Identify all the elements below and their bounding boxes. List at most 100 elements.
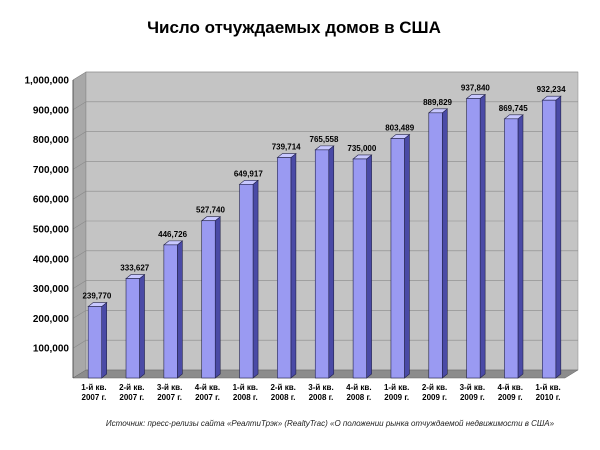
data-label: 446,726 [158, 230, 187, 239]
bar [163, 240, 184, 379]
y-tick-label: 400,000 [33, 254, 70, 265]
bar [276, 152, 297, 379]
x-tick-year: 2007 г. [195, 393, 220, 402]
gridlines [72, 71, 578, 378]
bar-front [504, 118, 519, 379]
bar [352, 154, 373, 379]
data-label: 735,000 [347, 144, 376, 153]
bar-front [163, 244, 178, 379]
x-tick-quarter: 1-й кв. [384, 383, 409, 392]
x-tick-quarter: 2-й кв. [119, 383, 144, 392]
x-tick-label: 1-й кв. 2010 г. [535, 383, 560, 402]
x-tick-label: 3-й кв. 2008 г. [308, 383, 333, 402]
x-tick-quarter: 3-й кв. [157, 383, 182, 392]
data-label: 932,234 [537, 85, 566, 94]
y-tick-label: 500,000 [33, 225, 70, 236]
data-label: 739,714 [272, 143, 301, 152]
y-tick-label: 700,000 [33, 165, 70, 176]
bar-front [352, 158, 367, 379]
x-tick-quarter: 3-й кв. [460, 383, 485, 392]
bar [125, 273, 146, 379]
y-tick-label: 1,000,000 [25, 76, 70, 87]
bar-side [366, 154, 372, 379]
x-tick-quarter: 1-й кв. [233, 383, 258, 392]
x-tick-label: 4-й кв. 2009 г. [498, 383, 523, 402]
x-tick-quarter: 4-й кв. [498, 383, 523, 392]
data-label: 649,917 [234, 169, 263, 178]
x-tick-label: 1-й кв. 2008 г. [233, 383, 258, 402]
data-label: 527,740 [196, 206, 225, 215]
x-tick-label: 2-й кв. 2009 г. [422, 383, 447, 402]
x-tick-label: 2-й кв. 2007 г. [119, 383, 144, 402]
x-tick-year: 2008 г. [309, 393, 334, 402]
bar-side [479, 93, 486, 379]
x-tick-quarter: 2-й кв. [422, 383, 447, 392]
x-tick-year: 2007 г. [119, 393, 144, 402]
data-label: 937,840 [461, 84, 490, 93]
bar-front [314, 149, 330, 379]
x-tick-year: 2007 г. [157, 393, 182, 402]
x-tick-year: 2009 г. [384, 393, 409, 402]
y-axis-ticks: 1,000,000 900,000 800,000 700,000 600,000 500… [25, 76, 70, 355]
gridline [72, 71, 578, 81]
x-tick-quarter: 1-й кв. [81, 383, 106, 392]
y-tick-label: 900,000 [33, 105, 70, 116]
x-tick-year: 2009 г. [460, 393, 485, 402]
x-tick-year: 2008 г. [233, 393, 258, 402]
bar-side [328, 145, 335, 379]
bar-side [517, 114, 524, 379]
chart-title: Число отчуждаемых домов в США [147, 18, 441, 37]
data-label: 333,627 [120, 264, 149, 273]
data-label: 765,558 [310, 135, 339, 144]
x-tick-label: 2-й кв. 2008 г. [270, 383, 295, 402]
y-tick-label: 100,000 [33, 344, 70, 355]
gridline [72, 280, 578, 289]
gridline [72, 220, 578, 230]
x-tick-label: 1-й кв. 2009 г. [384, 383, 409, 402]
data-labels: 239,770 333,627 446,726 527,740 649,917 739,7… [82, 84, 566, 301]
bar [314, 145, 335, 379]
x-tick-year: 2009 г. [498, 393, 523, 402]
bar-side [101, 301, 107, 379]
x-tick-year: 2009 г. [422, 393, 447, 402]
bar-front [201, 220, 216, 379]
x-tick-quarter: 2-й кв. [270, 383, 295, 392]
y-tick-label: 300,000 [33, 284, 70, 295]
x-tick-year: 2010 г. [536, 393, 561, 402]
bar-front [125, 278, 140, 379]
bar [200, 216, 222, 379]
y-tick-label: 200,000 [33, 314, 70, 325]
gridline [72, 101, 578, 111]
x-tick-year: 2007 г. [82, 393, 107, 402]
x-axis-ticks: 1-й кв. 2007 г.2-й кв. 2007 г.3-й кв. 2007 … [81, 383, 561, 402]
bar [87, 301, 108, 379]
bar-side [252, 179, 259, 379]
x-tick-year: 2008 г. [271, 393, 296, 402]
gridline [72, 310, 578, 319]
bar-side [555, 95, 562, 379]
bar-front [428, 112, 443, 379]
source-note: Источник: пресс-релизы сайта «РеалтиТрэк… [106, 419, 555, 428]
bar [541, 95, 562, 379]
gridline [72, 161, 578, 170]
gridline [72, 131, 578, 140]
bar [465, 93, 486, 379]
bar-side [214, 216, 221, 379]
bar-side [404, 133, 410, 379]
bar [390, 133, 411, 379]
x-tick-label: 4-й кв. 2007 г. [195, 383, 220, 402]
x-tick-label: 3-й кв. 2009 г. [460, 383, 485, 402]
bar-front [466, 98, 481, 379]
y-tick-label: 600,000 [33, 195, 70, 206]
gridline [72, 190, 578, 200]
bar-side [177, 240, 183, 379]
bar-front [277, 157, 292, 379]
bar-front [390, 138, 405, 379]
bar-front [87, 306, 102, 379]
bar [238, 179, 259, 379]
bar-side [139, 273, 145, 379]
x-tick-quarter: 3-й кв. [308, 383, 333, 392]
data-label: 869,745 [499, 104, 528, 113]
gridline [72, 250, 578, 260]
